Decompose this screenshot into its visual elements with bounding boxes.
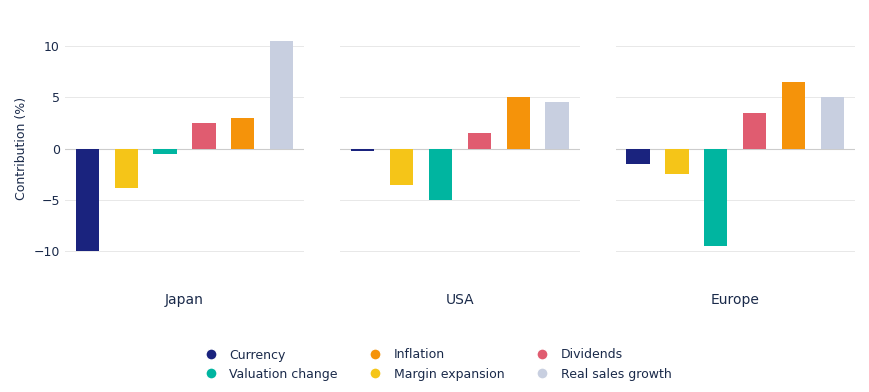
- Y-axis label: Contribution (%): Contribution (%): [15, 97, 28, 200]
- Bar: [269, 41, 293, 149]
- Bar: [742, 113, 766, 149]
- Bar: [153, 149, 176, 154]
- Bar: [428, 149, 452, 200]
- Bar: [192, 123, 216, 149]
- Bar: [76, 149, 99, 251]
- Legend: Currency, Valuation change, Inflation, Margin expansion, Dividends, Real sales g: Currency, Valuation change, Inflation, M…: [193, 343, 676, 386]
- Bar: [389, 149, 413, 185]
- Bar: [665, 149, 688, 174]
- X-axis label: Japan: Japan: [165, 293, 203, 307]
- Bar: [781, 82, 805, 149]
- Bar: [819, 97, 843, 149]
- Bar: [231, 118, 255, 149]
- Bar: [468, 133, 490, 149]
- Bar: [626, 149, 649, 164]
- Bar: [703, 149, 726, 246]
- Bar: [115, 149, 137, 188]
- X-axis label: Europe: Europe: [710, 293, 759, 307]
- Bar: [506, 97, 529, 149]
- Bar: [545, 102, 568, 149]
- X-axis label: USA: USA: [445, 293, 474, 307]
- Bar: [351, 149, 374, 151]
